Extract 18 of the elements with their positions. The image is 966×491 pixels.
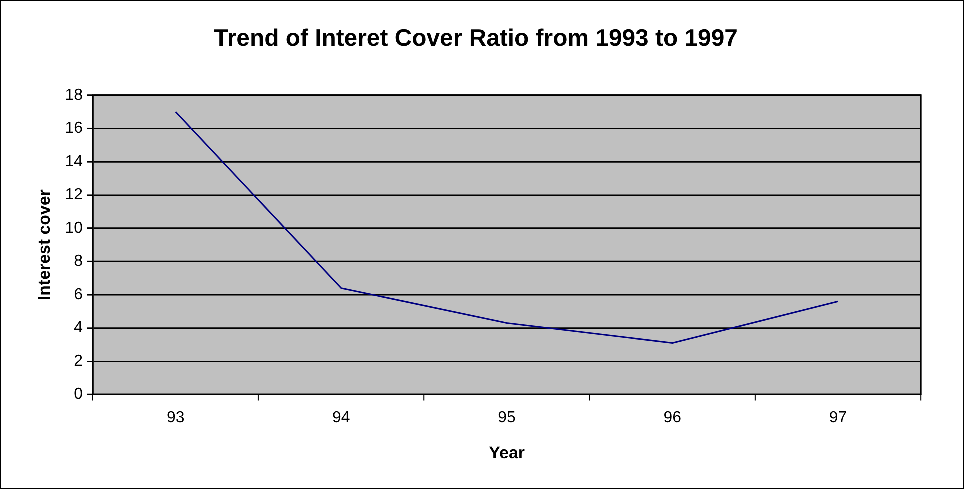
y-tick-label: 16: [65, 120, 84, 138]
y-tick-label: 8: [74, 253, 84, 270]
y-tick-label: 10: [65, 220, 84, 237]
y-tick-label: 12: [65, 186, 84, 204]
y-tick-label: 4: [74, 320, 84, 337]
x-tick-label: 95: [498, 410, 516, 427]
x-tick-label: 96: [664, 410, 682, 427]
x-tick-label: 97: [829, 410, 848, 427]
x-axis-title: Year: [489, 444, 526, 463]
y-tick-label: 14: [65, 153, 84, 170]
y-tick-label: 0: [74, 386, 84, 404]
y-tick-label: 18: [65, 86, 84, 104]
x-tick-label: 93: [166, 410, 185, 427]
y-axis-title: Interest cover: [34, 189, 54, 301]
chart-title: Trend of Interet Cover Ratio from 1993 to 1997: [214, 24, 738, 52]
y-tick-label: 2: [74, 352, 84, 370]
y-tick-label: 6: [74, 286, 84, 304]
x-tick-label: 94: [332, 410, 350, 427]
